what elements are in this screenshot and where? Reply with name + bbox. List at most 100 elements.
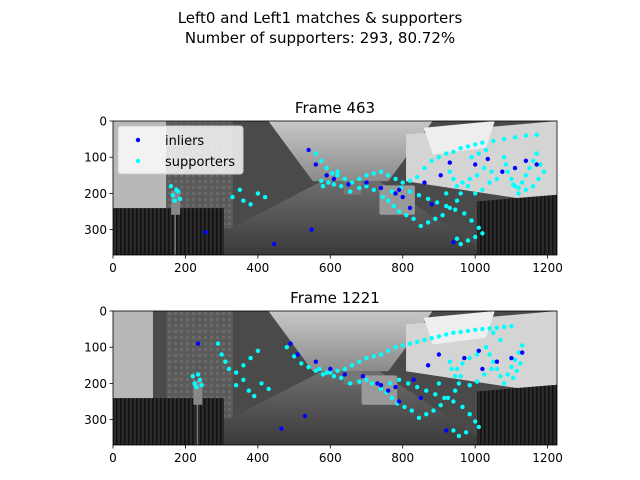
point-inliers [462,355,467,361]
point-supporters [491,138,496,144]
point-supporters [467,355,472,361]
point-supporters [473,419,478,424]
point-supporters [407,178,413,183]
point-inliers [425,363,431,368]
point-inliers [520,350,525,355]
point-supporters [415,174,420,180]
point-supporters [501,381,507,386]
point-supporters [538,162,543,167]
point-supporters [255,348,261,353]
point-supporters [476,424,481,430]
point-inliers [393,191,398,196]
x-tick-label: 200 [174,451,197,465]
y-tick-label: 100 [84,151,107,165]
point-supporters [223,359,228,364]
point-supporters [436,381,442,386]
point-supporters [438,403,443,408]
series-supporters [190,324,525,439]
point-supporters [380,194,385,200]
point-inliers [295,352,300,357]
point-supporters [453,207,458,212]
point-supporters [411,216,416,221]
point-supporters [387,381,393,386]
y-tick-label: 200 [84,377,107,391]
point-inliers [279,426,284,431]
point-supporters [523,173,529,178]
point-supporters [465,238,471,243]
point-supporters [328,370,333,375]
point-supporters [400,343,405,348]
point-supporters [262,194,268,200]
point-supporters [516,185,521,191]
figure-title-line2: Number of supporters: 293, 80.72% [184,29,456,47]
point-supporters [536,176,541,182]
point-inliers [418,395,423,401]
point-supporters [429,336,434,341]
point-supporters [168,184,174,189]
point-supporters [456,381,462,386]
point-supporters [487,180,492,185]
point-supporters [317,366,322,372]
point-inliers [328,366,333,372]
point-supporters [523,133,529,138]
point-supporters [451,149,456,154]
point-inliers [447,160,452,165]
point-inliers [444,428,449,433]
legend-marker-inliers [135,137,141,143]
point-inliers [451,240,456,245]
point-supporters [306,364,311,370]
point-supporters [473,234,478,240]
point-supporters [534,132,539,137]
point-supporters [335,173,340,178]
point-supporters [474,173,480,178]
point-inliers [378,383,384,388]
axes-title: Frame 463 [295,99,375,117]
point-supporters [534,151,539,156]
point-supporters [516,350,521,355]
point-supporters [473,191,478,196]
point-supporters [422,337,427,343]
point-supporters [460,404,465,410]
point-supporters [357,379,362,384]
legend-box [117,125,244,175]
point-inliers [480,366,485,372]
point-supporters [473,142,478,147]
point-inliers [324,173,329,178]
axes-spines [112,310,558,446]
x-tick-label: 1200 [532,451,563,465]
point-supporters [451,428,456,433]
legend: inliers supporters [117,125,244,175]
point-supporters [503,162,509,167]
point-supporters [425,220,431,225]
y-tick-label: 300 [84,413,107,427]
point-inliers [509,355,514,361]
point-supporters [509,324,514,329]
point-supporters [447,359,452,364]
point-supporters [329,171,335,176]
point-supporters [444,191,449,196]
point-supporters [483,345,489,350]
point-supporters [469,155,474,160]
x-tick-label: 200 [174,261,197,275]
point-inliers [364,180,369,185]
point-supporters [474,379,480,384]
point-inliers [436,352,442,357]
point-supporters [266,386,271,392]
x-tick-label: 0 [109,451,117,465]
point-inliers [342,372,347,377]
point-supporters [530,158,536,163]
point-supporters [520,180,525,185]
point-supporters [233,383,239,388]
point-supporters [393,345,398,350]
point-inliers [411,377,416,382]
point-supporters [494,366,500,372]
point-supporters [190,374,195,379]
point-supporters [512,357,518,363]
point-supporters [416,193,422,198]
point-supporters [396,209,402,214]
legend-label-inliers: inliers [165,134,204,149]
point-supporters [371,187,376,192]
x-tick-label: 1000 [460,261,491,275]
point-supporters [364,377,369,382]
